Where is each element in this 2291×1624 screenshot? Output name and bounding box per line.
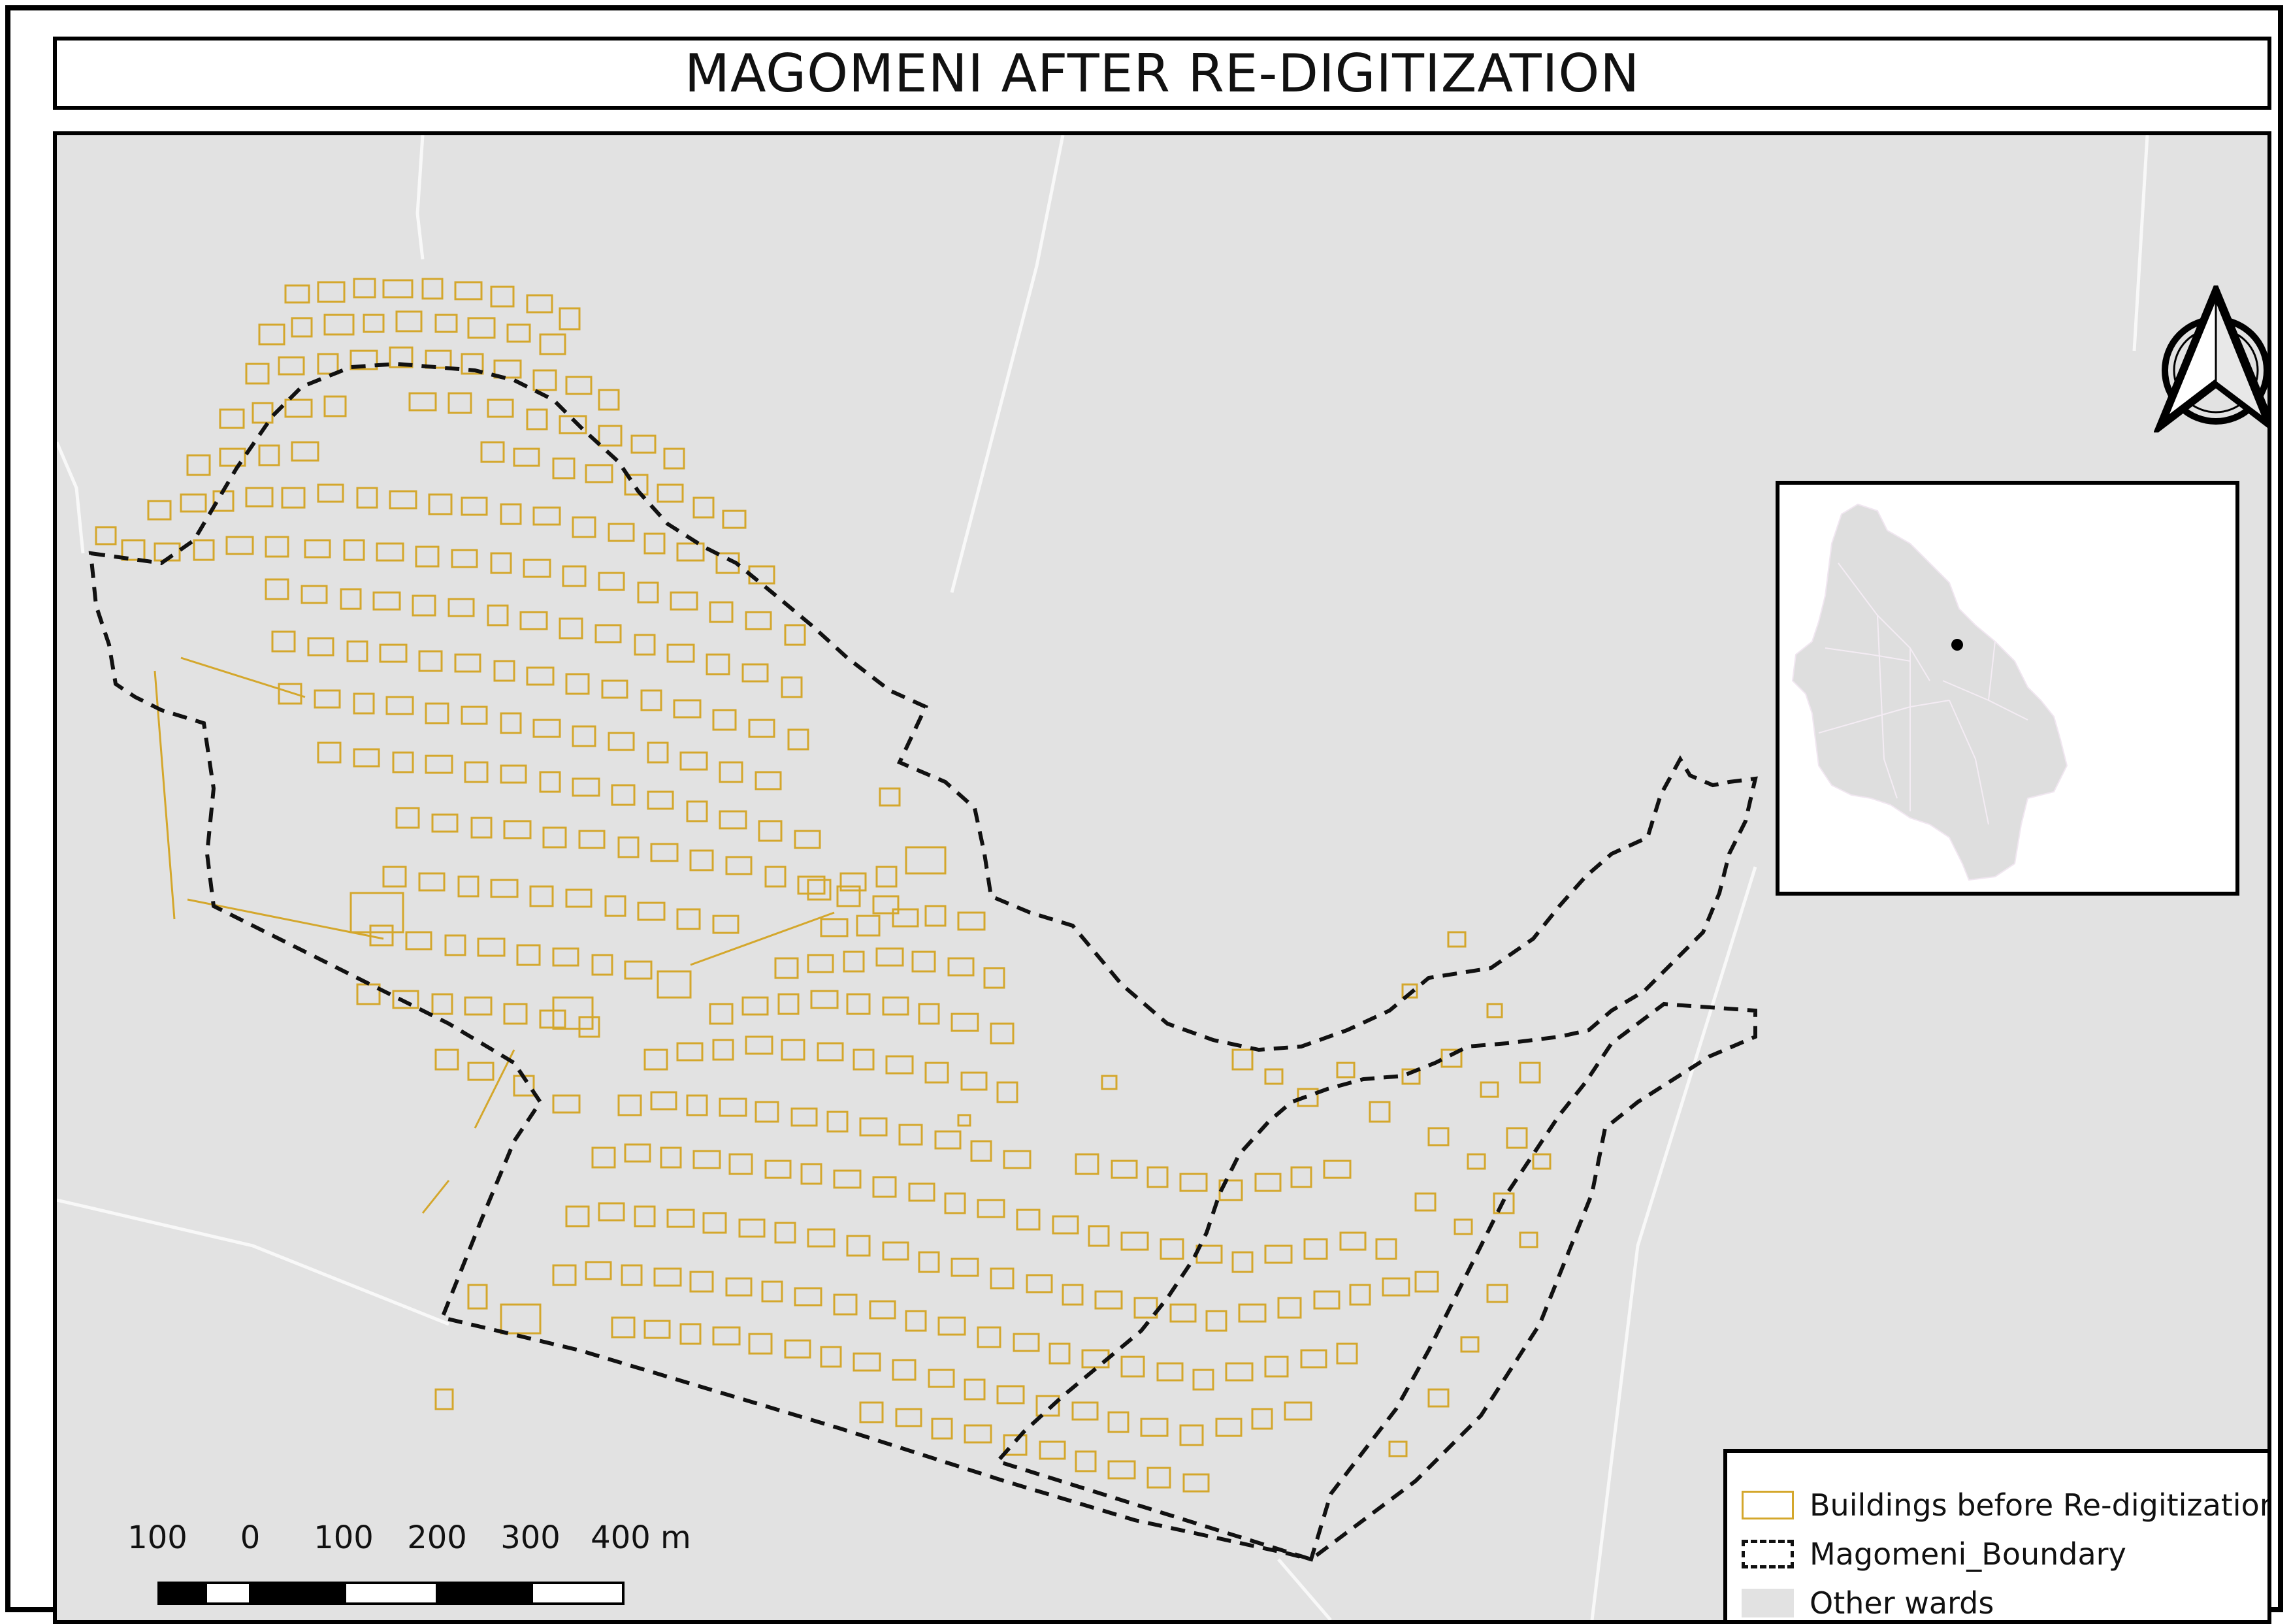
road-east — [1590, 866, 1757, 1620]
scale-label-300: 300 — [500, 1519, 561, 1556]
buildings-layer — [95, 278, 1552, 1493]
scale-bar: 100 0 100 200 300 400 m — [125, 1519, 691, 1611]
scale-seg-1 — [157, 1582, 204, 1605]
map-sheet: MAGOMENI AFTER RE-DIGITIZATION — [5, 5, 2283, 1624]
location-marker — [1951, 639, 1963, 651]
north-arrow-icon — [2154, 285, 2267, 432]
scale-segments — [157, 1582, 625, 1605]
magomeni-boundary — [88, 361, 1758, 1562]
inset-locator-map[interactable] — [1776, 481, 2239, 896]
map-legend: Buildings before Re-digitization Magomen… — [1723, 1449, 2271, 1621]
inset-ward-lines — [1818, 562, 2028, 825]
map-title: MAGOMENI AFTER RE-DIGITIZATION — [684, 42, 1640, 104]
scale-seg-5 — [437, 1582, 532, 1605]
legend-item-other-wards: Other wards — [1742, 1583, 1994, 1621]
scale-seg-6 — [530, 1582, 625, 1605]
boundary-swatch — [1742, 1540, 1794, 1568]
road-north — [950, 135, 1065, 593]
inset-region — [1791, 503, 2068, 881]
legend-label-other-wards: Other wards — [1810, 1585, 1994, 1621]
scale-label-100: 100 — [314, 1519, 374, 1556]
road-west — [57, 442, 85, 554]
scale-seg-4 — [344, 1582, 438, 1605]
main-map[interactable]: Buildings before Re-digitization Magomen… — [53, 131, 2271, 1624]
legend-item-boundary: Magomeni_Boundary — [1742, 1535, 2126, 1574]
buildings-swatch — [1742, 1491, 1794, 1519]
scale-label-200: 200 — [407, 1519, 467, 1556]
roads — [57, 135, 2149, 1620]
scale-label-0: 0 — [240, 1519, 261, 1556]
legend-label-buildings: Buildings before Re-digitization — [1810, 1487, 2271, 1523]
road-south — [1277, 1558, 1332, 1620]
road-south-west — [57, 1198, 449, 1326]
road-north-west — [415, 135, 425, 260]
scale-label-100-left: 100 — [127, 1519, 187, 1556]
road-north-east — [2132, 135, 2149, 351]
inset-canvas — [1791, 503, 2068, 881]
map-canvas — [57, 135, 2149, 1620]
scale-seg-3 — [250, 1582, 345, 1605]
legend-label-boundary: Magomeni_Boundary — [1810, 1536, 2126, 1572]
scale-seg-2 — [204, 1582, 252, 1605]
legend-item-buildings: Buildings before Re-digitization — [1742, 1486, 2271, 1525]
title-box: MAGOMENI AFTER RE-DIGITIZATION — [53, 37, 2271, 110]
scale-label-400m: 400 m — [591, 1519, 691, 1556]
other-wards-swatch — [1742, 1589, 1794, 1617]
